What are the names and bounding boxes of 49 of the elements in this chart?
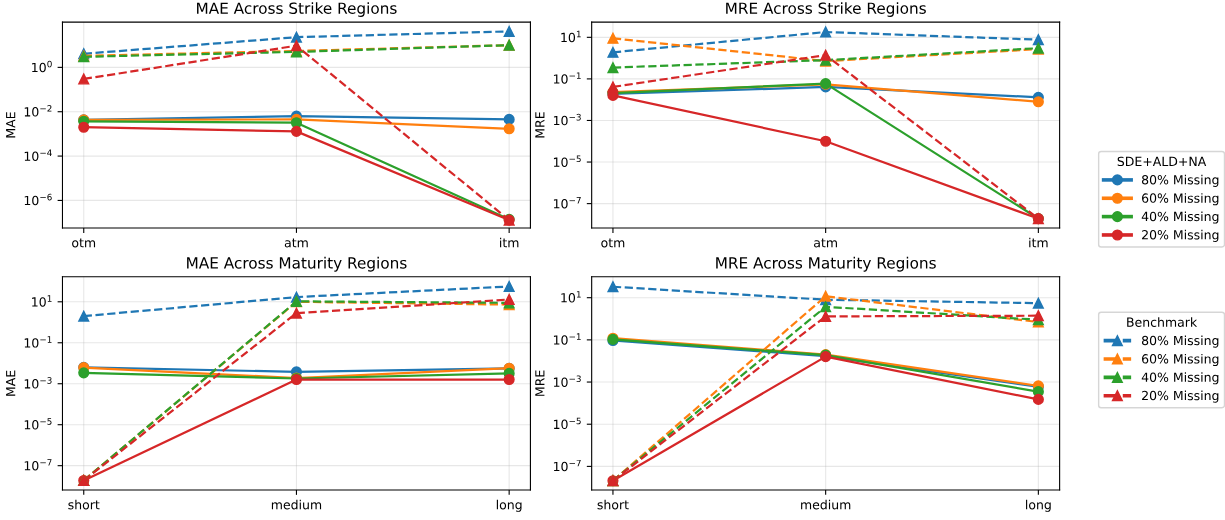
y-tick-label: 10$^{−7}$ <box>24 459 52 471</box>
y-tick-label: 10$^{−7}$ <box>553 197 581 209</box>
y-axis-title: MAE <box>6 112 16 138</box>
x-tick-label: medium <box>271 499 322 510</box>
legend-title: SDE+ALD+NA <box>1117 156 1207 167</box>
x-tick-label: otm <box>601 238 625 248</box>
y-tick-label: 10$^{1}$ <box>561 291 581 303</box>
y-tick-label: 10$^{−5}$ <box>553 417 581 430</box>
legend-label: 20% Missing <box>1142 390 1219 403</box>
y-tick-label: 10$^{−4}$ <box>24 149 52 161</box>
x-tick-label: atm <box>814 238 837 248</box>
x-tick-label: atm <box>284 238 308 248</box>
y-tick-label: 10$^{1}$ <box>561 30 581 43</box>
legend-title: Benchmark <box>1127 317 1198 327</box>
y-tick-label: 10$^{−3}$ <box>24 377 52 389</box>
chart-title: MAE Across Strike Regions <box>197 2 397 17</box>
y-tick-label: 10$^{1}$ <box>32 295 52 307</box>
y-axis-title: MAE <box>6 370 16 396</box>
y-tick-label: 10$^{−5}$ <box>24 418 52 430</box>
y-tick-label: 10$^{−6}$ <box>24 193 52 206</box>
x-tick-label: itm <box>500 237 519 248</box>
y-tick-label: 10$^{−5}$ <box>553 155 581 167</box>
legend-label: 60% Missing <box>1142 353 1219 366</box>
x-tick-label: short <box>68 499 100 510</box>
chart-title: MAE Across Maturity Regions <box>187 256 407 272</box>
legend-label: 40% Missing <box>1141 211 1219 224</box>
y-tick-label: 10$^{0}$ <box>32 60 52 73</box>
chart-title: MRE Across Maturity Regions <box>716 256 936 272</box>
x-tick-label: long <box>1026 499 1051 512</box>
legend-label: 60% Missing <box>1142 193 1219 206</box>
legend-label: 80% Missing <box>1141 174 1219 187</box>
x-tick-label: otm <box>72 238 96 248</box>
y-tick-label: 10$^{−1}$ <box>553 72 581 84</box>
y-tick-label: 10$^{−1}$ <box>24 336 52 348</box>
legend-label: 80% Missing <box>1141 335 1219 348</box>
x-tick-label: medium <box>801 499 851 510</box>
x-tick-label: long <box>496 499 522 512</box>
y-axis-title: MRE <box>535 112 545 138</box>
x-tick-label: itm <box>1029 237 1048 248</box>
legend-label: 40% Missing <box>1141 372 1219 385</box>
y-tick-label: 10$^{−3}$ <box>553 113 581 126</box>
y-tick-label: 10$^{−3}$ <box>553 375 581 387</box>
y-tick-label: 10$^{−7}$ <box>553 459 581 472</box>
y-tick-label: 10$^{−2}$ <box>24 105 52 117</box>
y-axis-title: MRE <box>535 370 545 396</box>
y-tick-label: 10$^{−1}$ <box>553 333 581 345</box>
x-tick-label: short <box>597 499 629 510</box>
legend-label: 20% Missing <box>1142 229 1219 242</box>
chart-title: MRE Across Strike Regions <box>726 2 926 17</box>
